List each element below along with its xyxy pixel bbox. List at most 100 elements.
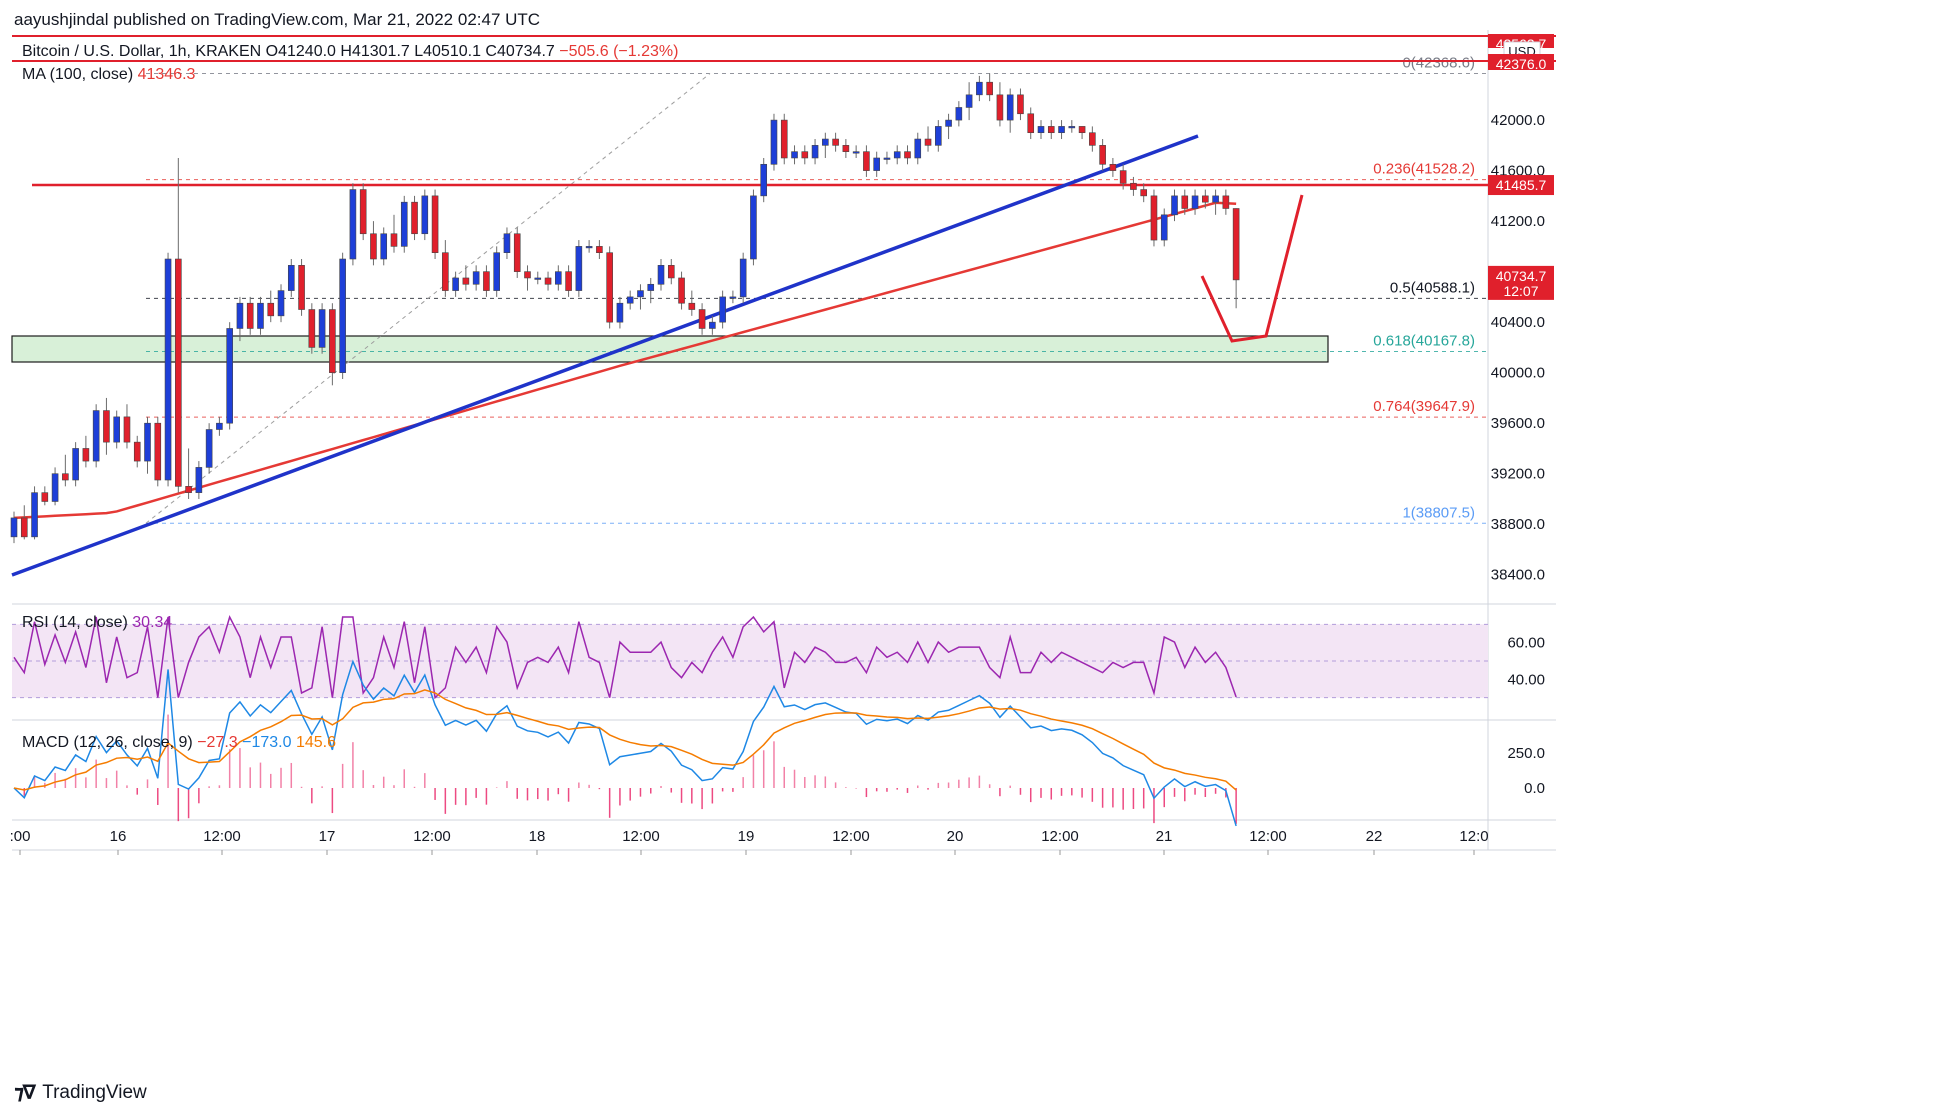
candle-body (873, 157, 880, 171)
tradingview-logo-icon: ⁊∇ (14, 1082, 36, 1104)
candle-body (616, 302, 624, 323)
candle-body (92, 410, 100, 462)
candle-body (709, 321, 716, 329)
candle-body (1150, 195, 1158, 241)
candle-body (144, 422, 151, 462)
rsi-axis-label: 40.00 (1507, 671, 1545, 688)
time-axis-label: 12:00 (1041, 828, 1079, 845)
price-axis-label: 38800.0 (1491, 516, 1545, 533)
signal-line (13, 689, 1237, 791)
candle-body (493, 252, 500, 291)
rsi-axis-label: 60.00 (1507, 635, 1545, 652)
candle-body (62, 473, 69, 481)
candle-body (1171, 195, 1178, 216)
moving-average-line (13, 201, 1237, 520)
candle-body (760, 163, 768, 197)
candle-body (257, 302, 264, 329)
ohlc-close: C40734.7 (485, 43, 555, 60)
candle-body (390, 233, 398, 247)
candle-body (945, 119, 952, 127)
candle-body (1212, 195, 1219, 203)
candle-body (1232, 208, 1240, 281)
candle-body (791, 151, 798, 159)
candle-body (832, 138, 839, 146)
time-axis-label: 21 (1156, 828, 1173, 845)
candle-body (688, 302, 696, 310)
candle-body (1027, 113, 1035, 134)
candle-body (1140, 189, 1147, 197)
ma-legend: MA (100, close) 41346.3 (22, 66, 195, 84)
candle-body (893, 151, 901, 159)
candle-body (20, 517, 28, 538)
candle-body (483, 271, 490, 291)
candle-body (41, 492, 49, 502)
projected-path (1200, 194, 1304, 343)
time-axis-label: 12:00 (413, 828, 451, 845)
symbol-legend: Bitcoin / U.S. Dollar, 1h, KRAKEN O41240… (22, 43, 678, 61)
candle-body (1006, 94, 1014, 121)
ohlc-high: H41301.7 (340, 43, 410, 60)
candle-body (164, 258, 172, 481)
candle-body (852, 151, 860, 154)
time-axis-label: 12:00 (203, 828, 241, 845)
candle-body (822, 138, 829, 146)
time-axis-label: 12:00 (1249, 828, 1287, 845)
fib-level-label: 0.236(41528.2) (1373, 161, 1475, 178)
candle-body (986, 81, 993, 96)
candle-body (10, 517, 18, 538)
candle-body (524, 271, 531, 279)
candle-body (216, 422, 223, 430)
time-axis-label: 22 (1366, 828, 1383, 845)
candle-body (1037, 126, 1045, 134)
red-price-tag-bg (1488, 54, 1554, 70)
macd-axis-label: 250.0 (1507, 745, 1545, 762)
candle-body (883, 157, 891, 160)
candle-body (452, 277, 459, 291)
time-axis-label: 19 (738, 828, 755, 845)
candle-body (175, 258, 182, 487)
candle-body (585, 246, 593, 249)
candle-body (1191, 195, 1199, 209)
candle-body (154, 422, 162, 481)
candle-body (133, 441, 141, 462)
fib-diagonal (145, 73, 711, 524)
candle-body (51, 473, 59, 502)
candle-body (596, 246, 603, 253)
candle-body (72, 448, 79, 481)
price-axis-label: 39200.0 (1491, 466, 1545, 483)
candle-body (729, 296, 737, 299)
candle-body (996, 94, 1004, 121)
candle-body (1017, 94, 1024, 115)
candle-body (82, 448, 90, 462)
macd-axis-label: 0.0 (1524, 780, 1545, 797)
candle-body (1160, 214, 1168, 241)
price-axis-label: 40400.0 (1491, 314, 1545, 331)
ohlc-change: −505.6 (−1.23%) (559, 43, 679, 60)
price-axis-label: 38400.0 (1491, 567, 1545, 584)
time-axis-label: 18 (529, 828, 546, 845)
candle-body (842, 145, 850, 152)
signal-value: −173.0 (242, 734, 292, 751)
last-price-tag: 40734.7 (1496, 268, 1547, 284)
candle-body (31, 492, 38, 538)
ohlc-low: L40510.1 (414, 43, 481, 60)
candle-body (934, 126, 942, 146)
candle-body (637, 290, 644, 298)
candle-body (195, 467, 203, 493)
candle-body (657, 265, 665, 285)
hist-value: 145.6 (295, 734, 337, 751)
candle-body (914, 138, 922, 159)
candle-body (678, 277, 685, 304)
candle-body (955, 107, 963, 121)
candle-body (103, 410, 110, 443)
candle-body (431, 195, 439, 253)
candle-body (226, 328, 233, 424)
tradingview-footer[interactable]: ⁊∇ TradingView (14, 1080, 147, 1105)
candle-body (318, 309, 326, 348)
tradingview-brand: TradingView (42, 1081, 147, 1103)
fib-level-label: 0(42368.6) (1402, 55, 1475, 72)
time-axis-label: 12:00 (622, 828, 660, 845)
candle-body (267, 302, 275, 317)
candle-body (565, 271, 572, 291)
